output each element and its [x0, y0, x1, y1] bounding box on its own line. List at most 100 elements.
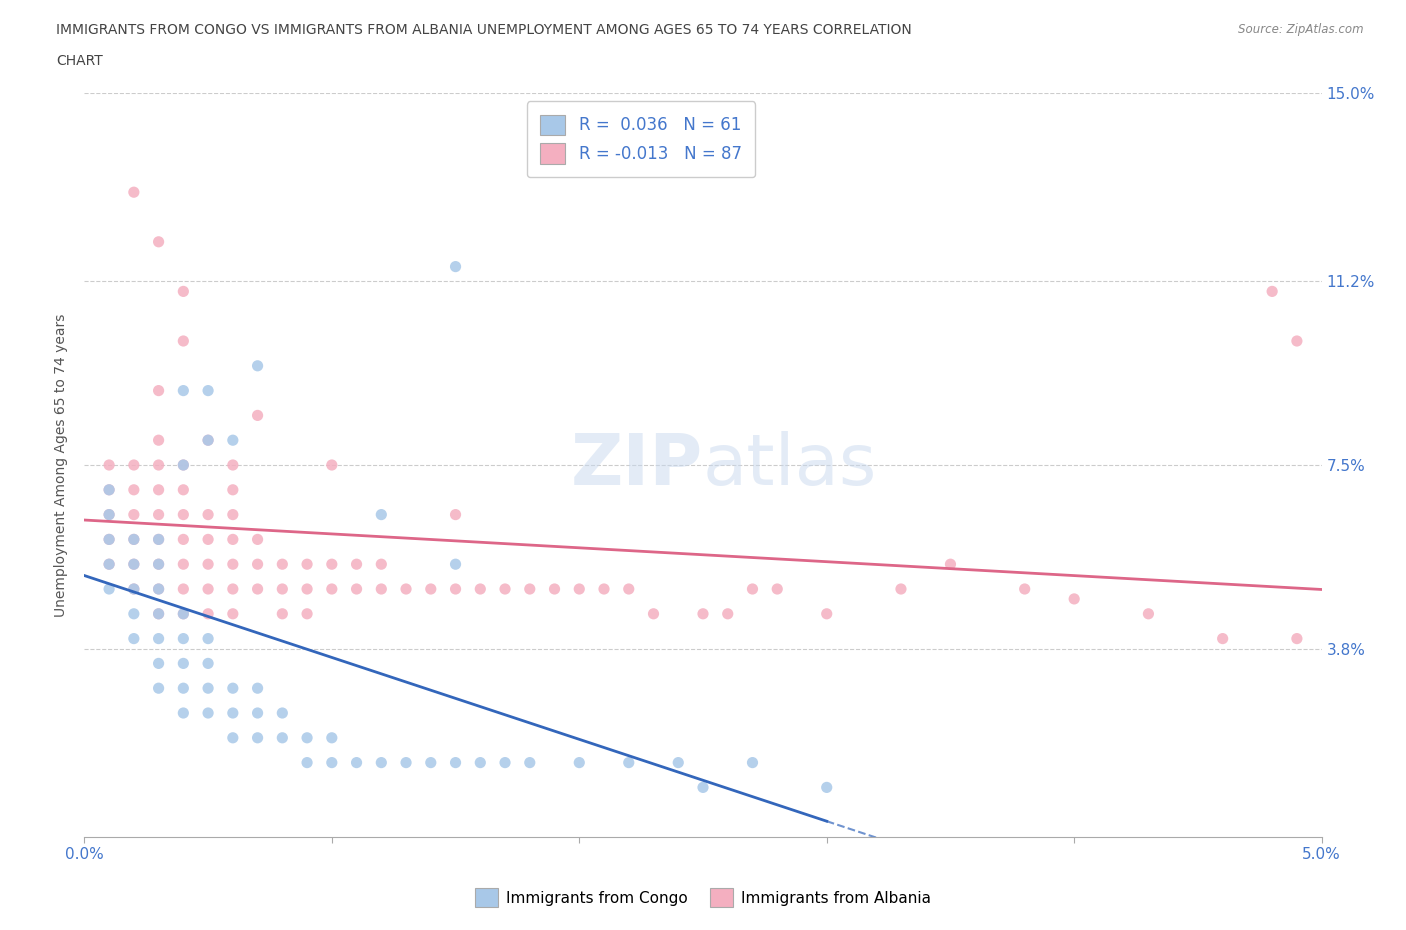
Point [122, 532, 145, 547]
Y-axis label: Unemployment Among Ages 65 to 74 years: Unemployment Among Ages 65 to 74 years [55, 313, 69, 617]
Point [470, 755, 492, 770]
Point [1063, 591, 1085, 606]
Point [346, 557, 368, 572]
Point [148, 557, 170, 572]
Point [148, 606, 170, 621]
Point [148, 656, 170, 671]
Point [815, 780, 838, 795]
Point [122, 532, 145, 547]
Point [122, 458, 145, 472]
Point [494, 755, 516, 770]
Point [766, 581, 789, 596]
Point [172, 557, 194, 572]
Point [148, 383, 170, 398]
Point [98, 507, 121, 522]
Point [172, 284, 194, 299]
Point [222, 507, 245, 522]
Point [98, 483, 121, 498]
Point [321, 730, 343, 745]
Point [666, 755, 689, 770]
Point [346, 581, 368, 596]
Point [1014, 581, 1036, 596]
Point [519, 581, 541, 596]
Point [939, 557, 962, 572]
Point [122, 581, 145, 596]
Legend: Immigrants from Congo, Immigrants from Albania: Immigrants from Congo, Immigrants from A… [470, 883, 936, 913]
Point [321, 581, 343, 596]
Point [568, 581, 591, 596]
Point [692, 606, 714, 621]
Point [222, 581, 245, 596]
Point [692, 780, 714, 795]
Point [148, 507, 170, 522]
Point [172, 606, 194, 621]
Point [370, 755, 392, 770]
Point [197, 532, 219, 547]
Point [717, 606, 740, 621]
Point [197, 432, 219, 447]
Point [222, 606, 245, 621]
Point [98, 532, 121, 547]
Point [444, 557, 467, 572]
Point [346, 755, 368, 770]
Point [172, 581, 194, 596]
Point [197, 581, 219, 596]
Point [222, 483, 245, 498]
Point [444, 259, 467, 274]
Point [271, 706, 294, 721]
Point [122, 483, 145, 498]
Point [246, 408, 269, 423]
Point [815, 606, 838, 621]
Point [197, 706, 219, 721]
Point [122, 507, 145, 522]
Point [172, 334, 194, 349]
Point [295, 557, 318, 572]
Point [321, 458, 343, 472]
Point [148, 581, 170, 596]
Point [222, 706, 245, 721]
Point [98, 581, 121, 596]
Point [172, 458, 194, 472]
Point [519, 755, 541, 770]
Point [271, 730, 294, 745]
Point [370, 581, 392, 596]
Text: atlas: atlas [703, 431, 877, 499]
Point [197, 681, 219, 696]
Point [172, 507, 194, 522]
Point [1261, 284, 1284, 299]
Point [222, 557, 245, 572]
Point [395, 581, 418, 596]
Text: ZIP: ZIP [571, 431, 703, 499]
Point [148, 532, 170, 547]
Legend: R =  0.036   N = 61, R = -0.013   N = 87: R = 0.036 N = 61, R = -0.013 N = 87 [527, 101, 755, 177]
Point [122, 557, 145, 572]
Point [197, 507, 219, 522]
Point [321, 755, 343, 770]
Point [148, 458, 170, 472]
Point [271, 581, 294, 596]
Point [98, 557, 121, 572]
Point [172, 532, 194, 547]
Text: IMMIGRANTS FROM CONGO VS IMMIGRANTS FROM ALBANIA UNEMPLOYMENT AMONG AGES 65 TO 7: IMMIGRANTS FROM CONGO VS IMMIGRANTS FROM… [56, 23, 912, 37]
Point [246, 532, 269, 547]
Point [122, 557, 145, 572]
Point [222, 532, 245, 547]
Point [246, 730, 269, 745]
Point [222, 458, 245, 472]
Point [444, 507, 467, 522]
Point [444, 755, 467, 770]
Point [122, 606, 145, 621]
Point [246, 581, 269, 596]
Point [172, 606, 194, 621]
Point [197, 432, 219, 447]
Point [122, 581, 145, 596]
Point [148, 606, 170, 621]
Point [271, 606, 294, 621]
Point [122, 631, 145, 646]
Point [617, 755, 640, 770]
Point [1285, 631, 1308, 646]
Point [98, 507, 121, 522]
Point [222, 432, 245, 447]
Point [741, 755, 763, 770]
Point [890, 581, 912, 596]
